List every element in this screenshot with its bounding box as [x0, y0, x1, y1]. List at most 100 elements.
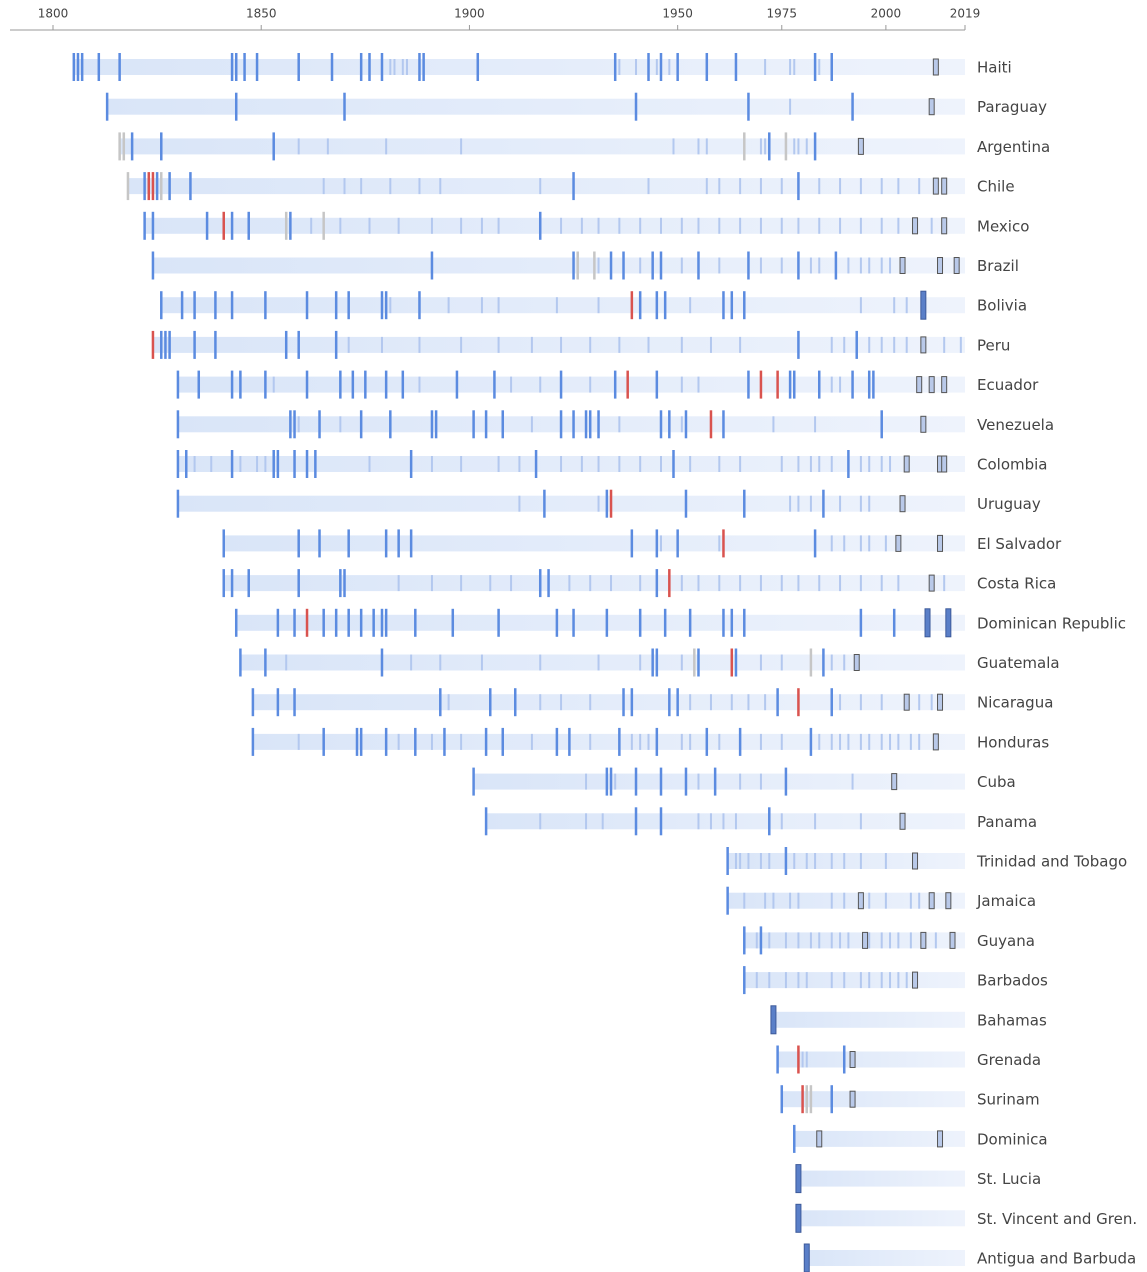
event-light [539, 376, 542, 393]
event-box [945, 892, 952, 910]
event-red [801, 1085, 804, 1114]
event-light [705, 178, 708, 195]
event-light [859, 535, 862, 552]
row-label: Ecuador [977, 376, 1039, 394]
event-light [943, 575, 946, 592]
event-strong [747, 92, 750, 121]
event-light [839, 694, 842, 711]
event-light [660, 456, 662, 472]
row-label: Bolivia [977, 297, 1027, 315]
event-light [839, 376, 842, 393]
event-light [859, 297, 862, 314]
event-strong [230, 291, 234, 320]
event-light [780, 217, 783, 234]
event-light [789, 892, 792, 909]
event-strong [768, 132, 771, 161]
row-label: Panama [977, 813, 1037, 831]
band [744, 932, 965, 949]
event-strong [793, 370, 796, 399]
event-light [389, 178, 392, 195]
event-light [859, 495, 862, 512]
event-strong [276, 608, 280, 637]
band [223, 535, 965, 552]
event-light [510, 376, 513, 393]
event-light [680, 654, 683, 671]
row-label: Guatemala [977, 654, 1060, 672]
event-light [635, 59, 638, 75]
event-light [430, 733, 433, 750]
event-light [680, 336, 683, 353]
event-light [460, 217, 463, 234]
event-strong [759, 926, 763, 955]
event-light [689, 694, 692, 711]
event-light [889, 932, 892, 949]
event-light [385, 138, 388, 155]
event-red [305, 608, 309, 637]
band [236, 614, 965, 631]
event-light [897, 972, 900, 989]
event-strong [697, 251, 700, 280]
event-light [193, 456, 196, 472]
event-light [347, 336, 350, 353]
event-light [801, 1051, 804, 1068]
event-strong [143, 211, 146, 240]
event-strong [776, 1045, 779, 1074]
event-strong [859, 608, 863, 637]
event-strong [747, 370, 750, 399]
event-light [660, 217, 662, 234]
event-strong [247, 211, 250, 240]
event-strong [251, 688, 255, 717]
event-box [928, 574, 935, 592]
event-light [743, 892, 746, 909]
event-light [539, 813, 542, 830]
event-light [859, 178, 862, 195]
event-light [597, 654, 600, 671]
event-light [797, 892, 800, 909]
event-box [849, 1051, 856, 1068]
event-light [489, 575, 492, 592]
event-strong [272, 450, 275, 478]
event-strong [726, 847, 729, 875]
event-strong [72, 53, 76, 81]
event-light [889, 456, 892, 472]
event-strong [401, 370, 405, 399]
event-strong [322, 608, 325, 637]
event-light [597, 495, 600, 512]
event-light [830, 456, 833, 472]
event-red [722, 529, 725, 558]
event-light [764, 138, 767, 155]
event-strong [322, 727, 325, 756]
event-strong [613, 370, 617, 399]
row-label: Dominica [977, 1130, 1048, 1148]
event-light [680, 575, 683, 592]
event-box [949, 931, 956, 949]
event-light [905, 336, 908, 353]
event-light [739, 217, 742, 234]
event-light [210, 456, 213, 472]
event-light [393, 59, 396, 75]
event-light [480, 217, 483, 234]
event-strong [830, 688, 833, 717]
band [144, 217, 965, 234]
event-strong [655, 569, 659, 598]
event-light [859, 257, 862, 274]
event-strong [189, 172, 192, 201]
event-light [797, 456, 800, 472]
event-strong [559, 410, 563, 439]
event-light [555, 297, 558, 314]
row-label: Surinam [977, 1091, 1040, 1109]
event-strong [297, 53, 300, 81]
band [223, 575, 965, 592]
event-light [618, 456, 621, 472]
event-light [597, 217, 600, 234]
event-light [718, 575, 721, 592]
event-light [830, 972, 833, 989]
event-strong [293, 450, 296, 478]
event-strong [513, 688, 517, 717]
event-light [759, 853, 762, 869]
event-strong [630, 529, 634, 558]
event-light [718, 535, 721, 552]
event-light [739, 456, 742, 472]
event-strong [543, 489, 546, 518]
